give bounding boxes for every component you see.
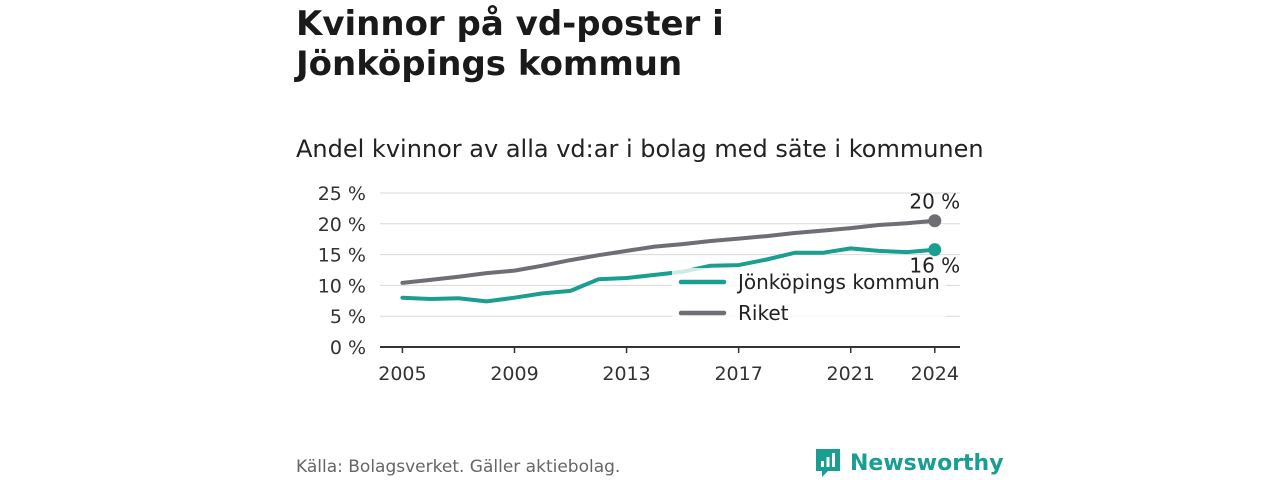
legend-label-jonkoping: Jönköpings kommun (736, 270, 940, 294)
newsworthy-logo-icon (816, 449, 840, 477)
chart-title: Kvinnor på vd-poster i Jönköpings kommun (296, 4, 724, 84)
x-tick-label: 2009 (490, 363, 538, 385)
y-tick-label: 10 % (318, 275, 366, 297)
y-tick-label: 25 % (318, 183, 366, 205)
end-point-riket (928, 214, 942, 228)
x-tick-label: 2013 (602, 363, 650, 385)
x-tick-label: 2005 (378, 363, 426, 385)
x-tick-label: 2021 (827, 363, 875, 385)
x-tick-label: 2017 (714, 363, 762, 385)
line-chart: 0 % 5 % 10 % 15 % 20 % 25 % 2005 2009 2013 2017 20… (318, 183, 960, 385)
brand-logo: Newsworthy (814, 446, 1004, 480)
y-tick-label: 5 % (330, 306, 366, 328)
brand-name: Newsworthy (850, 450, 1004, 476)
x-tick-label: 2024 (911, 363, 959, 385)
series-line-jonkoping (400, 246, 937, 304)
y-tick-label: 20 % (318, 214, 366, 236)
y-tick-label: 15 % (318, 245, 366, 267)
legend-box (672, 268, 946, 332)
end-point-jonkoping (928, 243, 942, 257)
chart-subtitle: Andel kvinnor av alla vd:ar i bolag med … (296, 135, 984, 163)
source-note: Källa: Bolagsverket. Gäller aktiebolag. (296, 457, 621, 477)
end-value-label-riket: 20 % (909, 190, 960, 214)
legend-label-riket: Riket (738, 301, 789, 325)
series-line-riket (400, 218, 937, 285)
y-tick-label: 0 % (330, 337, 366, 359)
end-value-label-jonkoping: 16 % (909, 254, 960, 278)
